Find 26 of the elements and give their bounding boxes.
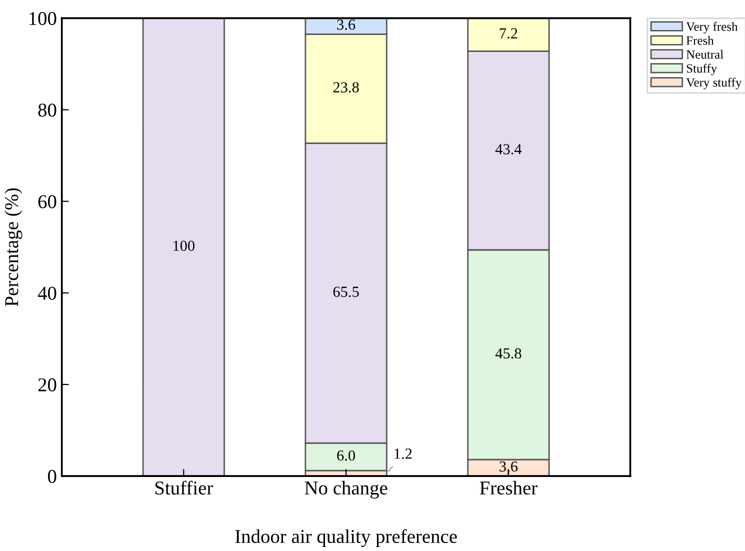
y-tick-label: 0 [48, 470, 56, 483]
data-label: 43.4 [495, 144, 522, 154]
legend-label: Very fresh [686, 22, 738, 34]
data-label: 3.6 [337, 20, 356, 30]
data-label: 6.0 [337, 450, 356, 461]
y-tick-label: 100 [30, 12, 56, 26]
legend-label: Fresh [686, 36, 714, 45]
y-tick-label: 60 [38, 195, 56, 208]
y-tick-label: 20 [38, 378, 56, 392]
x-axis-title: Indoor air quality preference [235, 529, 457, 548]
data-label: 23.8 [333, 82, 359, 93]
data-label: 65.5 [333, 286, 359, 298]
data-label: 100 [174, 240, 195, 251]
y-tick-label: 80 [38, 104, 56, 117]
y-axis-title: Percentage (%) [4, 188, 22, 306]
data-label: 45.8 [495, 348, 522, 359]
x-tick-label: Fresher [480, 480, 538, 495]
data-label: 7.2 [500, 28, 518, 39]
legend-label: Very stuffy [686, 78, 742, 90]
y-tick-label: 40 [38, 286, 56, 300]
data-label: 1.2 [394, 448, 412, 459]
bar [142, 18, 225, 476]
legend-label: Neutral [686, 50, 724, 59]
x-tick-label: Stuffier [155, 480, 213, 495]
legend-label: Stuffy [686, 64, 718, 76]
x-tick-label: No change [304, 480, 388, 499]
